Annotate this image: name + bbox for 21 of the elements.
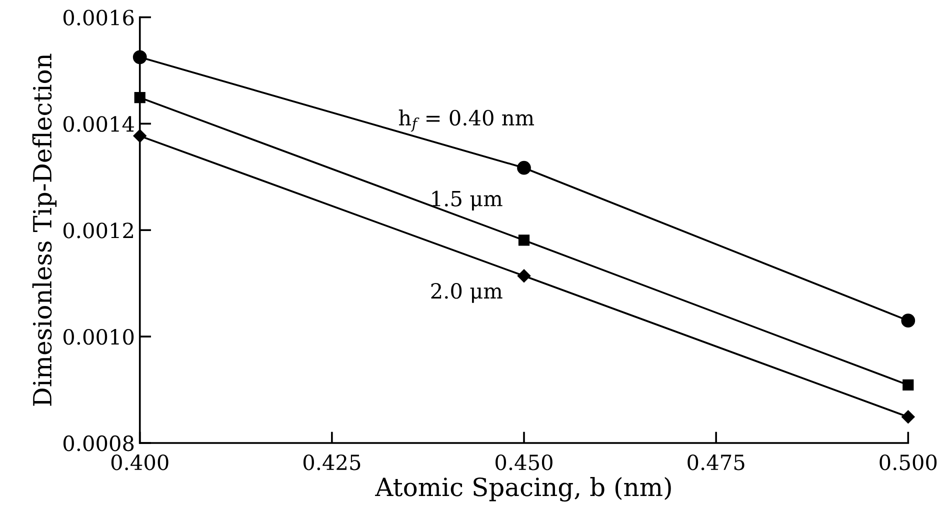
x-tick-label: 0.450 [496,454,552,470]
point [902,379,914,391]
annotation: h$_{f}$ = 0.40 nm [398,110,534,132]
y-tick-label: 0.0008 [63,435,134,452]
point [901,314,916,328]
point [517,160,531,175]
y-tick-label: 0.0016 [63,10,134,26]
y-tick-label: 0.0014 [63,116,134,132]
y-axis-title: Dimesionless Tip-Deflection [32,54,57,406]
point [517,269,531,282]
x-tick-label: 0.500 [880,454,937,470]
point [518,234,530,246]
x-axis-title: Atomic Spacing, b (nm) [375,477,671,502]
point [902,410,915,424]
annotation: 2.0 μm [431,283,502,303]
annotation: 1.5 μm [432,190,502,211]
x-tick-label: 0.400 [111,454,168,470]
y-tick-label: 0.0012 [63,222,133,238]
x-tick-label: 0.475 [688,454,744,470]
y-tick-label: 0.0010 [63,329,134,345]
x-tick-label: 0.425 [303,454,360,470]
